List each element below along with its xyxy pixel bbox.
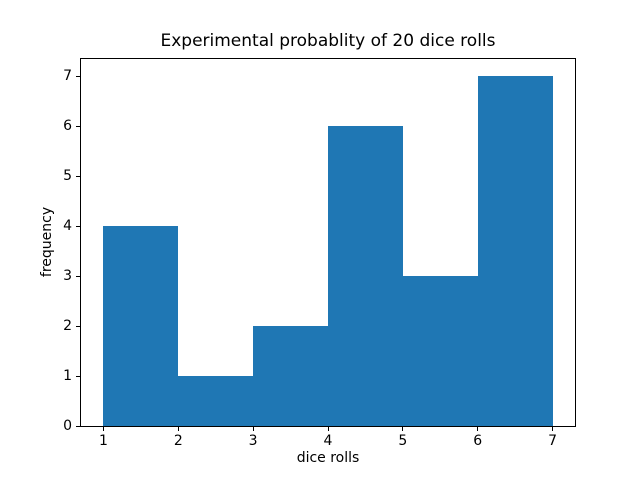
y-axis-label: frequency [39,206,55,278]
x-tick-mark [102,427,104,431]
y-tick-mark [76,425,80,427]
y-tick-label: 7 [63,68,72,85]
histogram-bar [178,376,254,426]
y-tick-label: 2 [63,318,72,335]
y-tick-label: 3 [63,268,72,285]
plot-area: 1 2 3 4 5 6 7 0 1 2 3 4 5 6 7 [63,58,576,448]
x-tick-label: 5 [398,433,408,449]
x-tick-label: 6 [473,433,483,449]
y-tick-label: 6 [63,118,72,135]
y-tick-mark [76,375,80,377]
x-tick-label: 2 [173,433,183,449]
x-tick-mark [327,427,329,431]
histogram-bar [402,276,478,426]
x-tick-mark [402,427,404,431]
histogram-bar [477,76,553,426]
x-tick-mark [177,427,179,431]
y-tick-mark [76,125,80,127]
y-tick-mark [76,225,80,227]
y-tick-label: 0 [63,418,72,434]
y-tick-mark [76,175,80,177]
y-tick-mark [76,325,80,327]
x-axis-label: dice rolls [296,450,360,466]
y-tick-label: 4 [63,218,72,235]
histogram-bar [103,226,179,426]
x-tick-label: 7 [548,433,557,449]
y-tick-label: 5 [63,168,72,185]
y-tick-mark [76,275,80,277]
x-tick-mark [252,427,254,431]
histogram-bar [328,126,403,426]
x-tick-mark [477,427,479,431]
x-tick-label: 4 [323,433,333,449]
histogram-bar [253,326,328,426]
x-tick-mark [552,427,554,431]
x-tick-label: 1 [98,433,108,449]
chart-title: Experimental probablity of 20 dice rolls [160,31,496,51]
x-tick-label: 3 [248,433,258,449]
y-tick-label: 1 [63,368,72,385]
y-tick-mark [76,75,80,77]
